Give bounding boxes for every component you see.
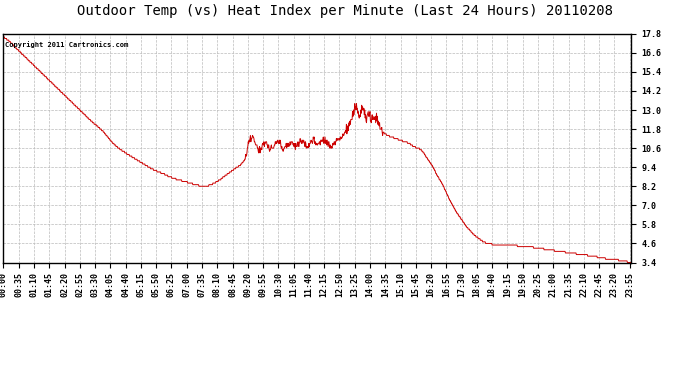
Text: Copyright 2011 Cartronics.com: Copyright 2011 Cartronics.com xyxy=(6,40,128,48)
Text: Outdoor Temp (vs) Heat Index per Minute (Last 24 Hours) 20110208: Outdoor Temp (vs) Heat Index per Minute … xyxy=(77,4,613,18)
